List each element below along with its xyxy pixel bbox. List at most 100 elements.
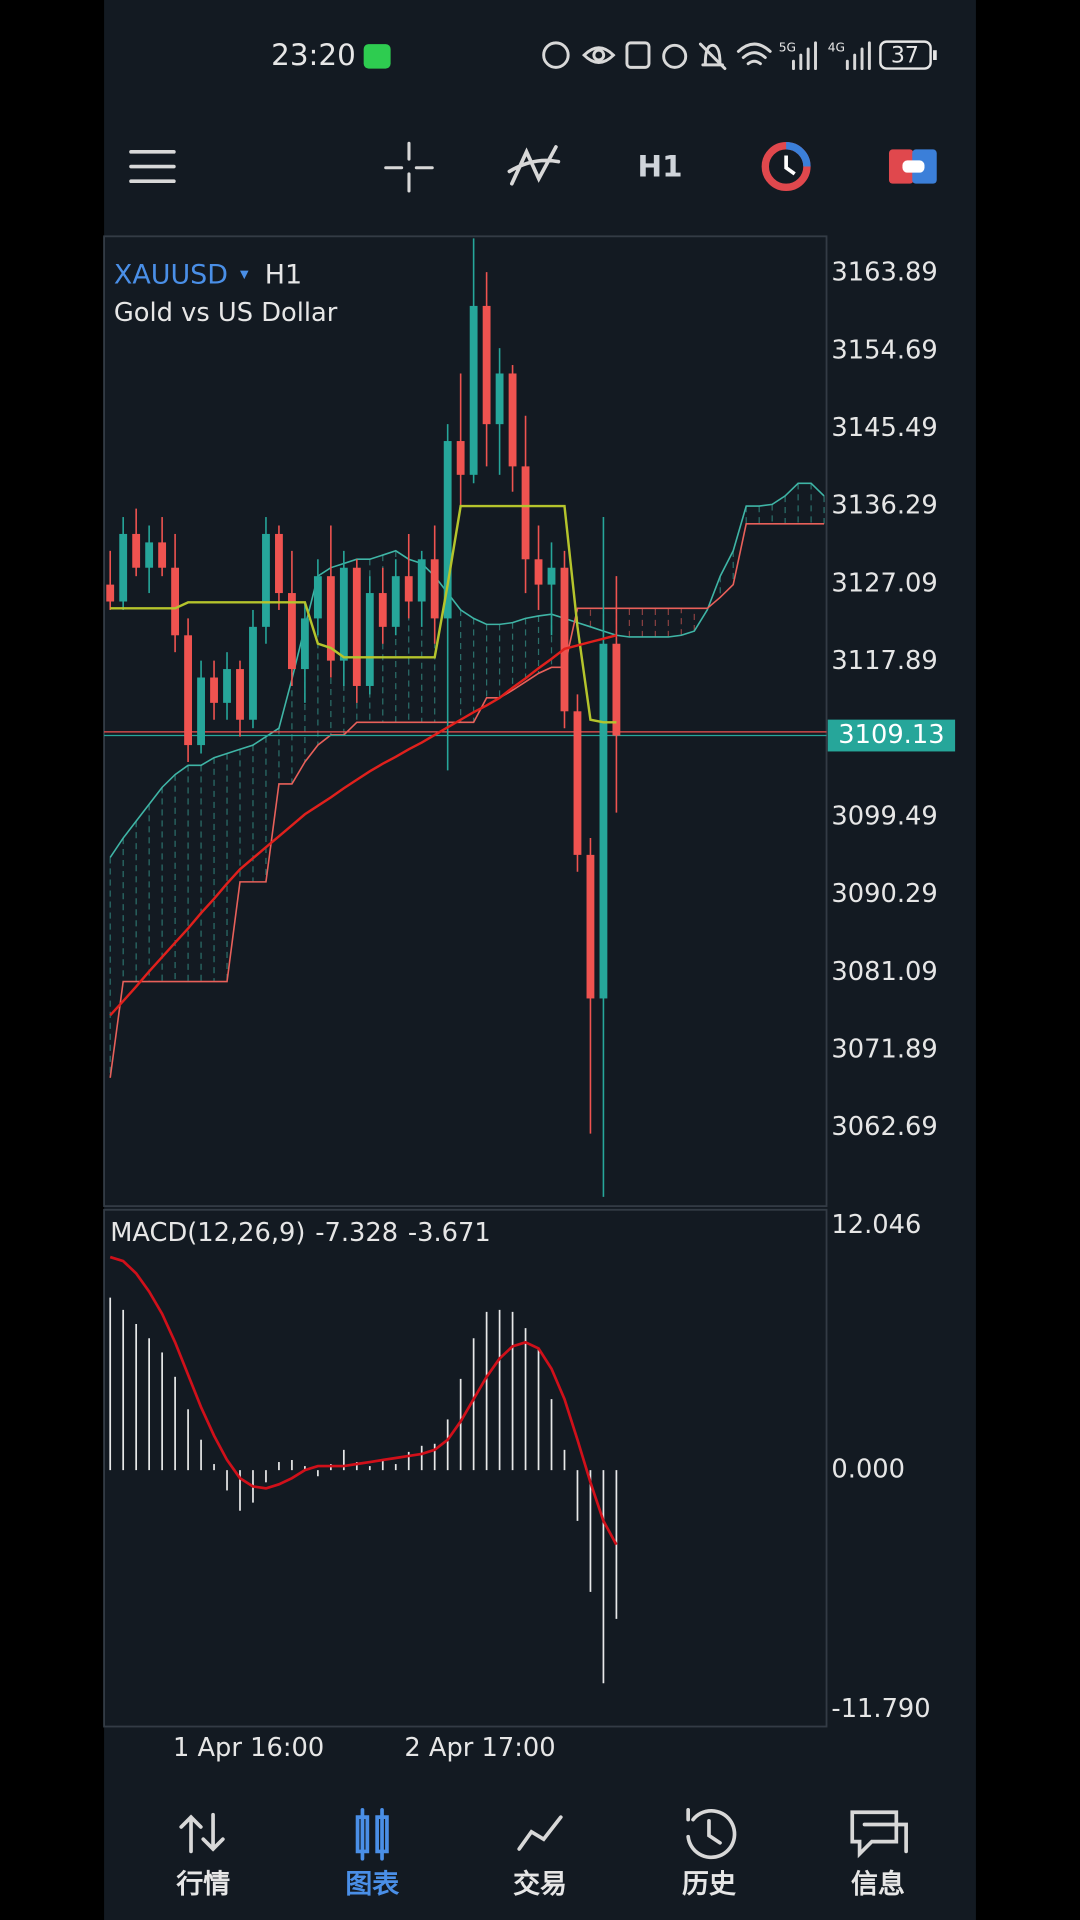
- candle-body: [430, 559, 439, 619]
- candle-body: [560, 567, 569, 712]
- candle-body: [521, 466, 530, 560]
- app-background: [104, 0, 976, 1920]
- candle-body: [599, 643, 608, 999]
- price-tick-label: 3062.69: [831, 1112, 937, 1142]
- candle-body: [106, 584, 115, 602]
- nav-icon[interactable]: [355, 1807, 389, 1861]
- candle-body: [249, 626, 257, 720]
- symbol-description: Gold vs US Dollar: [114, 298, 338, 328]
- candle-body: [495, 373, 504, 425]
- candle-body: [184, 635, 192, 746]
- nav-icon[interactable]: [179, 1812, 225, 1854]
- nav-item[interactable]: 信息: [851, 1868, 905, 1900]
- price-tick-label: 3163.89: [831, 258, 937, 288]
- macd-main: -7.328: [315, 1218, 398, 1248]
- macd-panel: [103, 1208, 828, 1728]
- nav-item[interactable]: 图表: [345, 1869, 399, 1900]
- candle-body: [443, 441, 452, 619]
- timeframe-button[interactable]: H1: [637, 149, 682, 183]
- macd-signal: -3.671: [408, 1218, 491, 1248]
- candle-body: [612, 643, 621, 736]
- symbol-dropdown: [240, 270, 249, 280]
- price-tick-label: 3145.49: [831, 413, 937, 443]
- price-tick-label: 3090.29: [831, 879, 937, 909]
- candle-body: [352, 567, 361, 686]
- candle-body: [313, 576, 322, 619]
- candle-body: [132, 533, 141, 568]
- macd-signal-line: [109, 1255, 618, 1546]
- price-tick-label: 3117.89: [831, 646, 937, 676]
- current-price-box: [827, 719, 956, 752]
- network-4g: 4G: [828, 40, 845, 54]
- status-icons: [542, 41, 871, 71]
- candle-body: [469, 305, 478, 475]
- candle-body: [288, 593, 296, 670]
- candle-body: [586, 854, 595, 999]
- account-button[interactable]: [888, 149, 937, 184]
- menu-button[interactable]: [129, 150, 176, 184]
- battery-level: 37: [891, 43, 919, 68]
- candle-body: [210, 677, 218, 703]
- moving-average: [109, 634, 617, 1017]
- candle-body: [482, 305, 491, 425]
- candle-body: [145, 542, 154, 568]
- current-price-label: 3109.13: [838, 720, 944, 750]
- macd-tick-label: 0.000: [831, 1455, 905, 1485]
- trade-button[interactable]: [761, 142, 811, 192]
- candle-body: [223, 669, 231, 703]
- status-bar: 23:20 5G 4G 37: [271, 38, 937, 72]
- nav-item[interactable]: 交易: [513, 1868, 567, 1900]
- candle-body: [404, 576, 413, 602]
- candle-body: [262, 533, 270, 627]
- network-5g: 5G: [779, 40, 796, 54]
- x-label: 1 Apr 16:00: [173, 1733, 324, 1763]
- cloud-line: [109, 482, 825, 858]
- candle-body: [236, 669, 244, 720]
- cloud-line: [109, 523, 825, 1078]
- candle-body: [534, 559, 543, 585]
- candle-body: [119, 533, 128, 602]
- price-tick-label: 3127.09: [831, 568, 937, 598]
- macd-header: MACD(12,26,9) -7.328 -3.671: [110, 1218, 491, 1248]
- candle-body: [378, 593, 387, 627]
- price-tick-label: 3099.49: [831, 801, 937, 831]
- chart-timeframe: H1: [265, 259, 302, 290]
- price-tick-label: 3081.09: [831, 957, 937, 987]
- price-panel: [103, 235, 828, 1208]
- candle-body: [573, 711, 582, 855]
- plot: 3163.89 3154.69 3145.49 3136.29 3127.09 3117.…: [104, 238, 956, 1724]
- macd-tick-label: -11.790: [831, 1694, 930, 1724]
- battery-tip: [933, 50, 937, 60]
- nav-icon[interactable]: [850, 1810, 908, 1859]
- kijun-line: [110, 504, 617, 724]
- price-tick-label: 3154.69: [831, 335, 937, 365]
- candle-body: [158, 542, 167, 568]
- candle-body: [339, 567, 348, 661]
- nav-icons: [179, 1807, 908, 1861]
- candle-body: [275, 533, 283, 594]
- nav-item[interactable]: 历史: [682, 1869, 736, 1900]
- nav-icon[interactable]: [686, 1807, 737, 1860]
- clock: 23:20: [271, 38, 356, 72]
- bottom-nav: 行情 图表 交易 历史 信息: [175, 1868, 905, 1900]
- candle-body: [547, 567, 556, 585]
- status-icon: [363, 44, 391, 69]
- nav-icon[interactable]: [517, 1815, 563, 1851]
- indicators-button[interactable]: [507, 145, 561, 186]
- candle-body: [365, 593, 374, 686]
- crosshair-button[interactable]: [384, 141, 434, 193]
- toolbar: H1: [129, 141, 937, 193]
- nav-item[interactable]: 行情: [175, 1868, 230, 1900]
- candle-body: [417, 559, 426, 602]
- battery: [879, 40, 932, 70]
- candle-body: [391, 576, 400, 627]
- symbol: XAUUSD: [114, 259, 228, 290]
- candle-body: [171, 567, 180, 636]
- candle-body: [326, 576, 335, 661]
- candle-body: [197, 677, 205, 746]
- price-tick-label: 3136.29: [831, 491, 937, 521]
- candle-body: [300, 618, 309, 670]
- x-label: 2 Apr 17:00: [404, 1733, 555, 1763]
